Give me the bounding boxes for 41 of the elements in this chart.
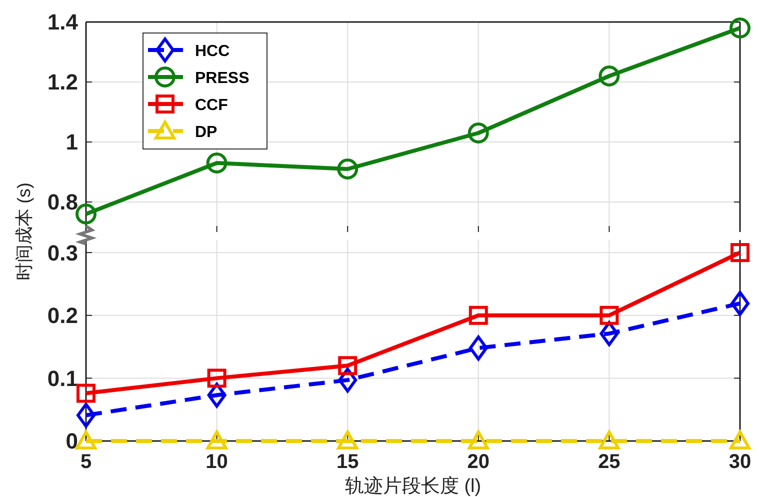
legend-label: HCC	[195, 43, 230, 60]
point	[338, 356, 358, 376]
x-tick-label: 20	[467, 451, 490, 473]
point	[337, 430, 358, 450]
y-tick-label: 1.4	[47, 10, 79, 35]
y-tick-label: 0.3	[47, 240, 78, 266]
point	[468, 336, 488, 361]
point	[468, 306, 488, 325]
legend-label: PRESS	[195, 70, 250, 87]
x-tick-label: 25	[598, 451, 620, 473]
x-tick-label: 5	[80, 451, 92, 473]
y-axis-title: 时间成本 (s)	[14, 182, 34, 280]
point	[207, 368, 226, 388]
point	[598, 66, 620, 86]
x-tick-label: 15	[336, 451, 359, 473]
point	[76, 384, 96, 403]
legend-label: CCF	[195, 97, 228, 114]
y-tick-label: 0	[66, 428, 78, 454]
x-tick-label: 30	[728, 451, 752, 473]
y-tick-label: 1	[66, 130, 78, 155]
point	[600, 306, 619, 325]
x-axis-title: 轨迹片段长度 (l)	[344, 475, 482, 497]
y-tick-label: 1.2	[47, 70, 78, 95]
x-tick-label: 10	[206, 451, 228, 473]
point	[468, 430, 489, 450]
y-tick-label: 0.8	[47, 190, 78, 215]
y-tick-label: 0.2	[47, 303, 78, 328]
point	[76, 430, 96, 450]
point	[730, 290, 750, 316]
point	[76, 204, 96, 224]
y-tick-label: 0.1	[47, 366, 78, 391]
point	[206, 152, 228, 174]
point	[730, 430, 750, 450]
point	[730, 243, 750, 262]
point	[206, 430, 228, 450]
legend-label: DP	[195, 124, 218, 141]
point	[730, 18, 750, 38]
point	[598, 430, 620, 450]
point	[76, 402, 96, 428]
point	[468, 122, 489, 144]
point	[337, 158, 358, 180]
